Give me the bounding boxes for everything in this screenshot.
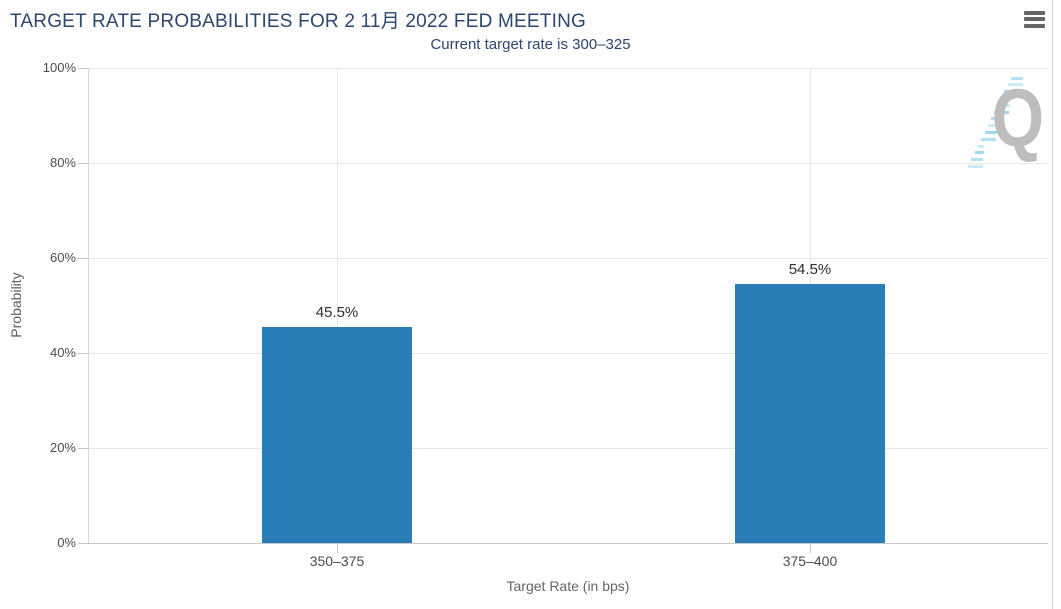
y-axis-tick: [78, 448, 88, 449]
watermark-dash: [1004, 90, 1010, 93]
bar-375-400[interactable]: [735, 284, 885, 543]
watermark-dash: [981, 138, 996, 141]
y-axis-tick-label: 60%: [49, 250, 76, 265]
y-gridline: [88, 258, 1048, 259]
watermark-dash: [994, 111, 1009, 114]
x-axis-line: [88, 543, 1048, 544]
y-axis-tick-label: 80%: [49, 155, 76, 170]
hamburger-menu-icon: [1024, 17, 1045, 21]
hamburger-menu-icon: [1024, 23, 1045, 28]
quandl-logo-watermark: Q: [991, 73, 1045, 164]
y-axis-tick-label: 0%: [57, 535, 76, 550]
y-axis-tick: [78, 163, 88, 164]
y-axis-tick: [78, 353, 88, 354]
x-axis-category-label: 375–400: [782, 553, 838, 569]
y-gridline: [88, 353, 1048, 354]
bar-value-label: 45.5%: [315, 304, 359, 321]
watermark-dash: [1011, 77, 1023, 80]
y-gridline: [88, 448, 1048, 449]
x-axis-category-label: 350–375: [309, 553, 365, 569]
x-axis-tick: [337, 543, 338, 553]
hamburger-menu-icon: [1024, 10, 1045, 15]
chart-context-menu-button[interactable]: [1021, 6, 1049, 32]
y-axis-tick: [78, 68, 88, 69]
y-axis-tick-label: 40%: [49, 345, 76, 360]
y-axis-tick-label: 100%: [42, 60, 76, 75]
x-axis-title: Target Rate (in bps): [506, 578, 630, 594]
watermark-dash: [975, 151, 984, 154]
y-axis-tick: [78, 258, 88, 259]
chart-subtitle: Current target rate is 300–325: [430, 36, 631, 53]
y-axis-tick: [78, 543, 88, 544]
y-axis-title: Probability: [8, 272, 24, 338]
right-border-line: [1052, 0, 1053, 609]
watermark-dash: [971, 158, 983, 161]
watermark-dash: [968, 165, 983, 168]
watermark-dash: [998, 104, 1010, 107]
chart-title: TARGET RATE PROBABILITIES FOR 2 11月 2022…: [10, 11, 586, 32]
x-axis-tick: [810, 543, 811, 553]
y-axis-tick-label: 20%: [49, 440, 76, 455]
bar-350-375[interactable]: [262, 327, 412, 543]
watermark-dash: [991, 117, 997, 120]
y-axis-line: [88, 68, 89, 543]
watermark-dash: [988, 124, 997, 127]
y-gridline: [88, 68, 1048, 69]
watermark-dash: [1008, 83, 1023, 86]
watermark-dash: [1001, 97, 1010, 100]
watermark-dash: [978, 145, 984, 148]
watermark-dash: [985, 131, 997, 134]
x-gridline: [337, 68, 338, 543]
bar-value-label: 54.5%: [788, 261, 832, 278]
y-gridline: [88, 163, 1048, 164]
